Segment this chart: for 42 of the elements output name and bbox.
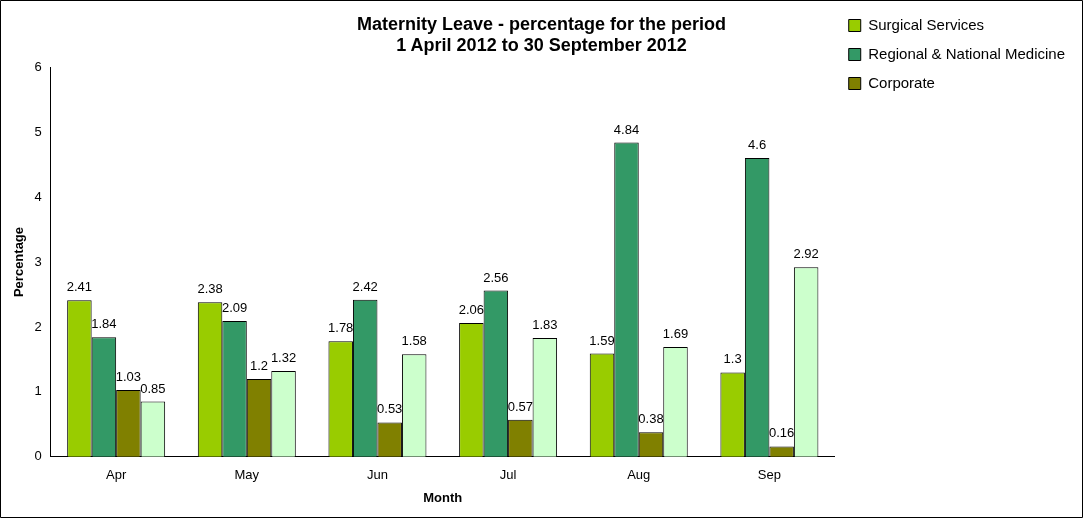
data-label: 4.6 [748, 137, 767, 153]
y-tick-label: 2 [34, 318, 42, 334]
data-label: 1.69 [662, 326, 689, 342]
data-label: 2.41 [66, 279, 93, 295]
data-label: 1.78 [328, 320, 354, 336]
y-axis-title: Percentage [11, 226, 27, 298]
chart-title: Maternity Leave - percentage for the period 1 April 2012 to 30 September 2012 [356, 13, 727, 56]
y-tick-label: 3 [34, 253, 42, 269]
x-tick-label: Jul [499, 467, 517, 483]
data-label: 1.32 [270, 350, 297, 366]
data-label: 0.85 [140, 380, 166, 396]
x-tick-label: Jun [366, 467, 388, 483]
data-label: 1.03 [115, 369, 142, 384]
data-label: 0.57 [507, 398, 533, 414]
x-tick-label: Apr [106, 467, 127, 483]
legend-label: Surgical Services [868, 15, 985, 33]
y-tick-label: 4 [34, 188, 42, 204]
x-tick-label: Sep [757, 467, 781, 483]
data-label: 1.59 [589, 332, 615, 348]
data-label: 0.53 [377, 401, 403, 417]
data-label: 2.56 [483, 269, 509, 285]
data-label: 2.06 [458, 302, 485, 318]
x-tick-label: May [234, 467, 260, 483]
x-tick-label: Aug [627, 467, 651, 483]
data-label: 1.58 [401, 333, 427, 349]
data-label: 2.42 [352, 278, 378, 294]
y-tick-label: 5 [34, 123, 42, 139]
data-label: 1.84 [91, 316, 117, 332]
legend-label: Regional & National Medicine [868, 44, 1065, 62]
data-label: 1.83 [532, 317, 558, 333]
data-label: 1.2 [250, 357, 269, 373]
y-tick-label: 6 [34, 58, 42, 74]
data-label: 0.16 [768, 425, 795, 441]
data-label: 2.92 [793, 246, 819, 262]
data-label: 2.09 [221, 300, 248, 316]
data-label: 4.84 [613, 121, 640, 137]
y-tick-label: 1 [34, 383, 42, 399]
y-tick-label: 0 [34, 448, 42, 464]
data-label: 1.3 [723, 351, 742, 367]
data-label: 2.38 [197, 281, 223, 297]
x-axis-title: Month [423, 489, 463, 505]
legend-label: Corporate [868, 73, 935, 91]
